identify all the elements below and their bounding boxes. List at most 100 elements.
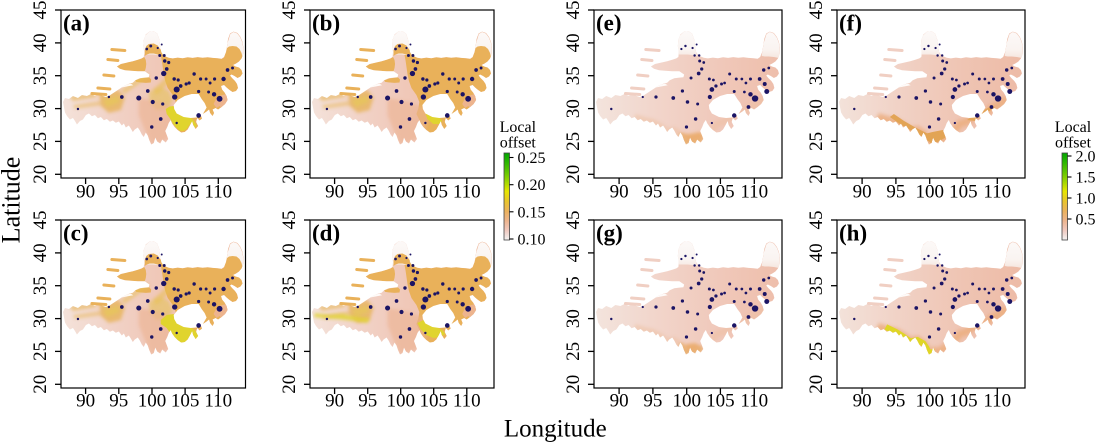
svg-text:40: 40 [30, 33, 51, 52]
svg-text:20: 20 [279, 374, 300, 393]
svg-text:20: 20 [279, 165, 300, 184]
svg-text:110: 110 [453, 390, 481, 411]
svg-text:Local: Local [1055, 119, 1092, 136]
svg-text:95: 95 [109, 182, 128, 203]
svg-text:40: 40 [563, 33, 584, 52]
svg-text:20: 20 [806, 165, 827, 184]
svg-text:30: 30 [279, 99, 300, 118]
svg-text:100: 100 [137, 390, 166, 411]
svg-text:110: 110 [740, 182, 768, 203]
svg-text:(a): (a) [63, 11, 90, 36]
svg-text:30: 30 [30, 309, 51, 328]
svg-text:25: 25 [806, 341, 827, 360]
svg-text:100: 100 [386, 390, 415, 411]
svg-text:(e): (e) [596, 11, 622, 36]
svg-text:25: 25 [30, 341, 51, 360]
svg-text:0.5: 0.5 [1076, 212, 1096, 229]
svg-text:95: 95 [643, 182, 662, 203]
svg-text:45: 45 [563, 1, 584, 20]
svg-text:(d): (d) [312, 220, 340, 245]
svg-text:95: 95 [358, 390, 377, 411]
svg-text:2.0: 2.0 [1076, 149, 1096, 166]
svg-text:90: 90 [610, 390, 629, 411]
svg-text:45: 45 [806, 210, 827, 229]
svg-text:(f): (f) [839, 11, 862, 36]
svg-text:0.20: 0.20 [518, 177, 546, 194]
svg-text:20: 20 [30, 165, 51, 184]
svg-text:40: 40 [279, 243, 300, 262]
svg-text:35: 35 [806, 66, 827, 85]
svg-text:35: 35 [563, 276, 584, 295]
svg-text:105: 105 [419, 390, 448, 411]
svg-text:1.5: 1.5 [1076, 170, 1096, 187]
svg-text:(c): (c) [63, 220, 89, 245]
svg-text:100: 100 [137, 182, 166, 203]
svg-text:35: 35 [30, 66, 51, 85]
svg-text:(g): (g) [596, 220, 623, 245]
svg-text:1.0: 1.0 [1076, 191, 1096, 208]
svg-text:0.10: 0.10 [518, 232, 546, 249]
svg-text:(h): (h) [839, 220, 867, 245]
svg-text:35: 35 [30, 276, 51, 295]
svg-text:45: 45 [30, 210, 51, 229]
svg-text:Local: Local [500, 119, 537, 136]
svg-text:100: 100 [915, 182, 944, 203]
svg-text:20: 20 [563, 374, 584, 393]
svg-text:105: 105 [949, 390, 978, 411]
svg-text:90: 90 [853, 390, 872, 411]
svg-text:Longitude: Longitude [504, 416, 607, 443]
svg-text:110: 110 [983, 182, 1011, 203]
svg-text:95: 95 [358, 182, 377, 203]
svg-text:90: 90 [610, 182, 629, 203]
svg-text:110: 110 [740, 390, 768, 411]
svg-text:offset: offset [500, 135, 537, 152]
svg-text:90: 90 [76, 390, 95, 411]
svg-text:110: 110 [204, 390, 232, 411]
svg-text:110: 110 [453, 182, 481, 203]
svg-text:30: 30 [806, 309, 827, 328]
svg-text:100: 100 [915, 390, 944, 411]
svg-text:100: 100 [386, 182, 415, 203]
svg-text:40: 40 [563, 243, 584, 262]
svg-text:0.25: 0.25 [518, 150, 546, 167]
svg-text:95: 95 [886, 390, 905, 411]
svg-text:90: 90 [325, 182, 344, 203]
svg-text:40: 40 [279, 33, 300, 52]
svg-text:105: 105 [170, 390, 199, 411]
svg-text:100: 100 [672, 390, 701, 411]
svg-text:105: 105 [706, 182, 735, 203]
svg-text:105: 105 [170, 182, 199, 203]
svg-text:45: 45 [30, 1, 51, 20]
svg-text:(b): (b) [312, 11, 340, 36]
svg-text:110: 110 [204, 182, 232, 203]
svg-text:30: 30 [806, 99, 827, 118]
svg-text:35: 35 [279, 276, 300, 295]
svg-text:90: 90 [325, 390, 344, 411]
svg-text:95: 95 [886, 182, 905, 203]
svg-text:offset: offset [1055, 135, 1092, 152]
svg-text:45: 45 [806, 1, 827, 20]
svg-text:20: 20 [563, 165, 584, 184]
svg-text:40: 40 [30, 243, 51, 262]
svg-text:25: 25 [279, 132, 300, 151]
svg-text:90: 90 [76, 182, 95, 203]
svg-text:35: 35 [806, 276, 827, 295]
svg-text:20: 20 [806, 374, 827, 393]
svg-text:25: 25 [279, 341, 300, 360]
svg-text:90: 90 [853, 182, 872, 203]
svg-text:25: 25 [563, 132, 584, 151]
svg-text:35: 35 [279, 66, 300, 85]
svg-text:105: 105 [949, 182, 978, 203]
svg-text:35: 35 [563, 66, 584, 85]
svg-text:20: 20 [30, 374, 51, 393]
svg-text:30: 30 [279, 309, 300, 328]
svg-text:45: 45 [279, 1, 300, 20]
svg-text:25: 25 [30, 132, 51, 151]
svg-text:40: 40 [806, 243, 827, 262]
svg-text:0.15: 0.15 [518, 204, 546, 221]
svg-text:100: 100 [672, 182, 701, 203]
svg-text:25: 25 [806, 132, 827, 151]
svg-text:45: 45 [279, 210, 300, 229]
svg-text:Latitude: Latitude [0, 157, 26, 244]
svg-text:40: 40 [806, 33, 827, 52]
